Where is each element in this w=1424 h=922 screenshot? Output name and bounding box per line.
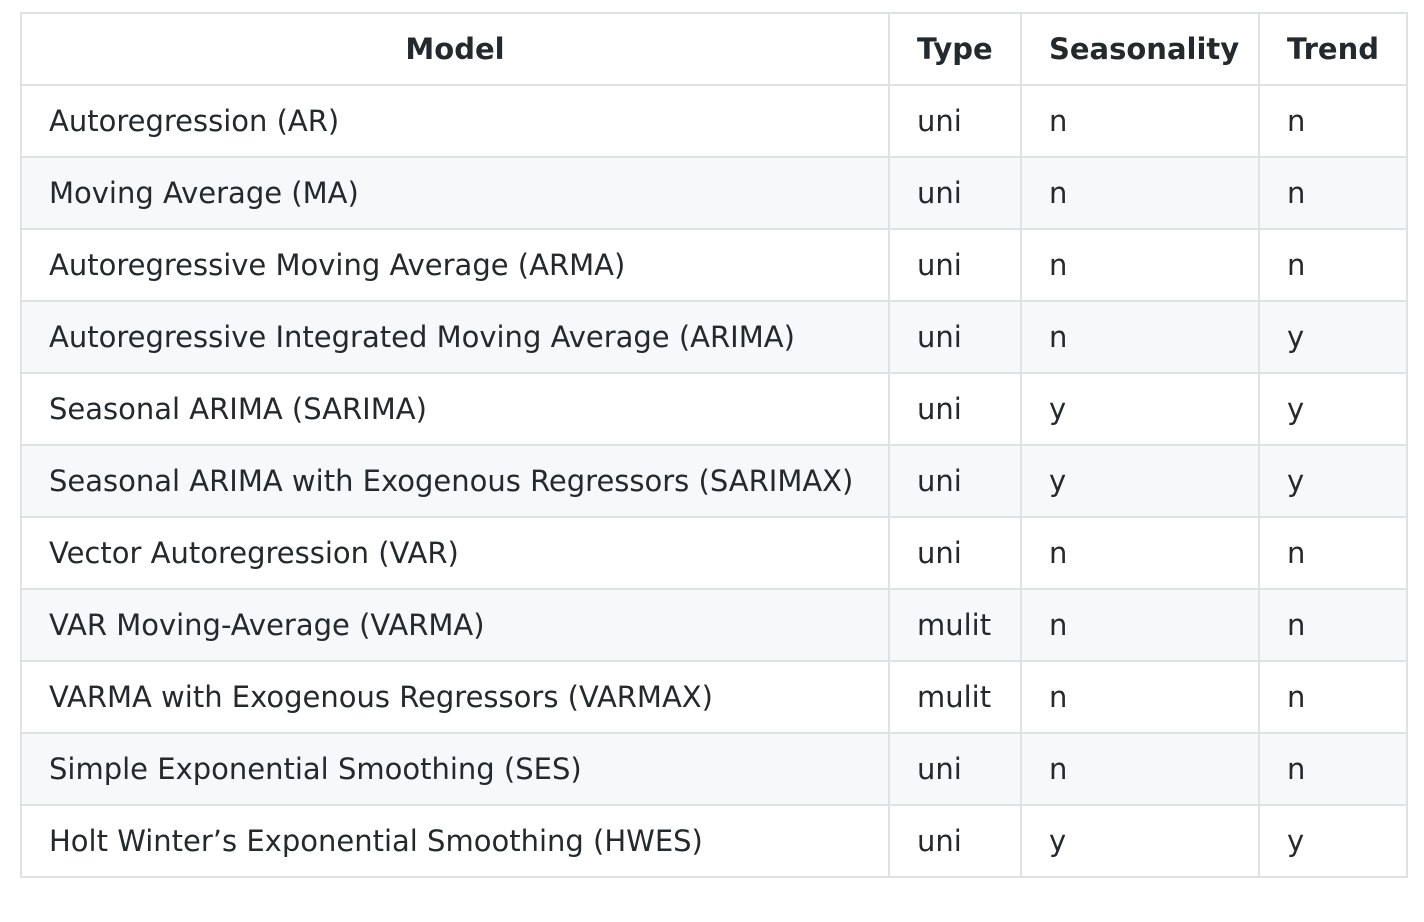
cell-model: Moving Average (MA) [20, 156, 890, 230]
header-model: Model [20, 12, 890, 86]
cell-seasonality: y [1020, 444, 1260, 518]
cell-trend: y [1258, 804, 1408, 878]
table-row: Seasonal ARIMA (SARIMA) uni y y [20, 372, 1408, 446]
cell-type: uni [888, 228, 1022, 302]
cell-trend: n [1258, 228, 1408, 302]
cell-model: VARMA with Exogenous Regressors (VARMAX) [20, 660, 890, 734]
cell-trend: y [1258, 444, 1408, 518]
cell-type: uni [888, 84, 1022, 158]
cell-seasonality: y [1020, 372, 1260, 446]
cell-type: mulit [888, 588, 1022, 662]
cell-seasonality: n [1020, 516, 1260, 590]
models-table: Model Type Seasonality Trend Autoregress… [20, 12, 1408, 878]
cell-seasonality: n [1020, 732, 1260, 806]
header-type: Type [888, 12, 1022, 86]
cell-type: uni [888, 156, 1022, 230]
cell-seasonality: n [1020, 228, 1260, 302]
table-row: Vector Autoregression (VAR) uni n n [20, 516, 1408, 590]
cell-model: Seasonal ARIMA with Exogenous Regressors… [20, 444, 890, 518]
table-row: Moving Average (MA) uni n n [20, 156, 1408, 230]
cell-model: Seasonal ARIMA (SARIMA) [20, 372, 890, 446]
cell-type: uni [888, 732, 1022, 806]
table-body: Autoregression (AR) uni n n Moving Avera… [20, 84, 1408, 878]
cell-seasonality: n [1020, 660, 1260, 734]
table-row: VAR Moving-Average (VARMA) mulit n n [20, 588, 1408, 662]
cell-trend: n [1258, 84, 1408, 158]
cell-model: VAR Moving-Average (VARMA) [20, 588, 890, 662]
table-row: Autoregression (AR) uni n n [20, 84, 1408, 158]
table-row: Autoregressive Integrated Moving Average… [20, 300, 1408, 374]
cell-trend: n [1258, 732, 1408, 806]
cell-seasonality: n [1020, 588, 1260, 662]
cell-type: uni [888, 444, 1022, 518]
cell-model: Holt Winter’s Exponential Smoothing (HWE… [20, 804, 890, 878]
cell-trend: n [1258, 516, 1408, 590]
cell-trend: n [1258, 588, 1408, 662]
cell-seasonality: y [1020, 804, 1260, 878]
header-trend: Trend [1258, 12, 1408, 86]
cell-seasonality: n [1020, 300, 1260, 374]
cell-trend: n [1258, 660, 1408, 734]
cell-type: uni [888, 804, 1022, 878]
cell-model: Simple Exponential Smoothing (SES) [20, 732, 890, 806]
cell-type: uni [888, 372, 1022, 446]
header-seasonality: Seasonality [1020, 12, 1260, 86]
cell-model: Vector Autoregression (VAR) [20, 516, 890, 590]
cell-trend: y [1258, 372, 1408, 446]
cell-type: mulit [888, 660, 1022, 734]
table-row: Simple Exponential Smoothing (SES) uni n… [20, 732, 1408, 806]
cell-seasonality: n [1020, 156, 1260, 230]
cell-trend: n [1258, 156, 1408, 230]
table-header: Model Type Seasonality Trend [20, 12, 1408, 86]
table-row: Autoregressive Moving Average (ARMA) uni… [20, 228, 1408, 302]
cell-type: uni [888, 516, 1022, 590]
cell-model: Autoregressive Moving Average (ARMA) [20, 228, 890, 302]
table-row: VARMA with Exogenous Regressors (VARMAX)… [20, 660, 1408, 734]
cell-model: Autoregressive Integrated Moving Average… [20, 300, 890, 374]
cell-model: Autoregression (AR) [20, 84, 890, 158]
cell-seasonality: n [1020, 84, 1260, 158]
cell-type: uni [888, 300, 1022, 374]
cell-trend: y [1258, 300, 1408, 374]
header-row: Model Type Seasonality Trend [20, 12, 1408, 86]
table-row: Seasonal ARIMA with Exogenous Regressors… [20, 444, 1408, 518]
table-row: Holt Winter’s Exponential Smoothing (HWE… [20, 804, 1408, 878]
